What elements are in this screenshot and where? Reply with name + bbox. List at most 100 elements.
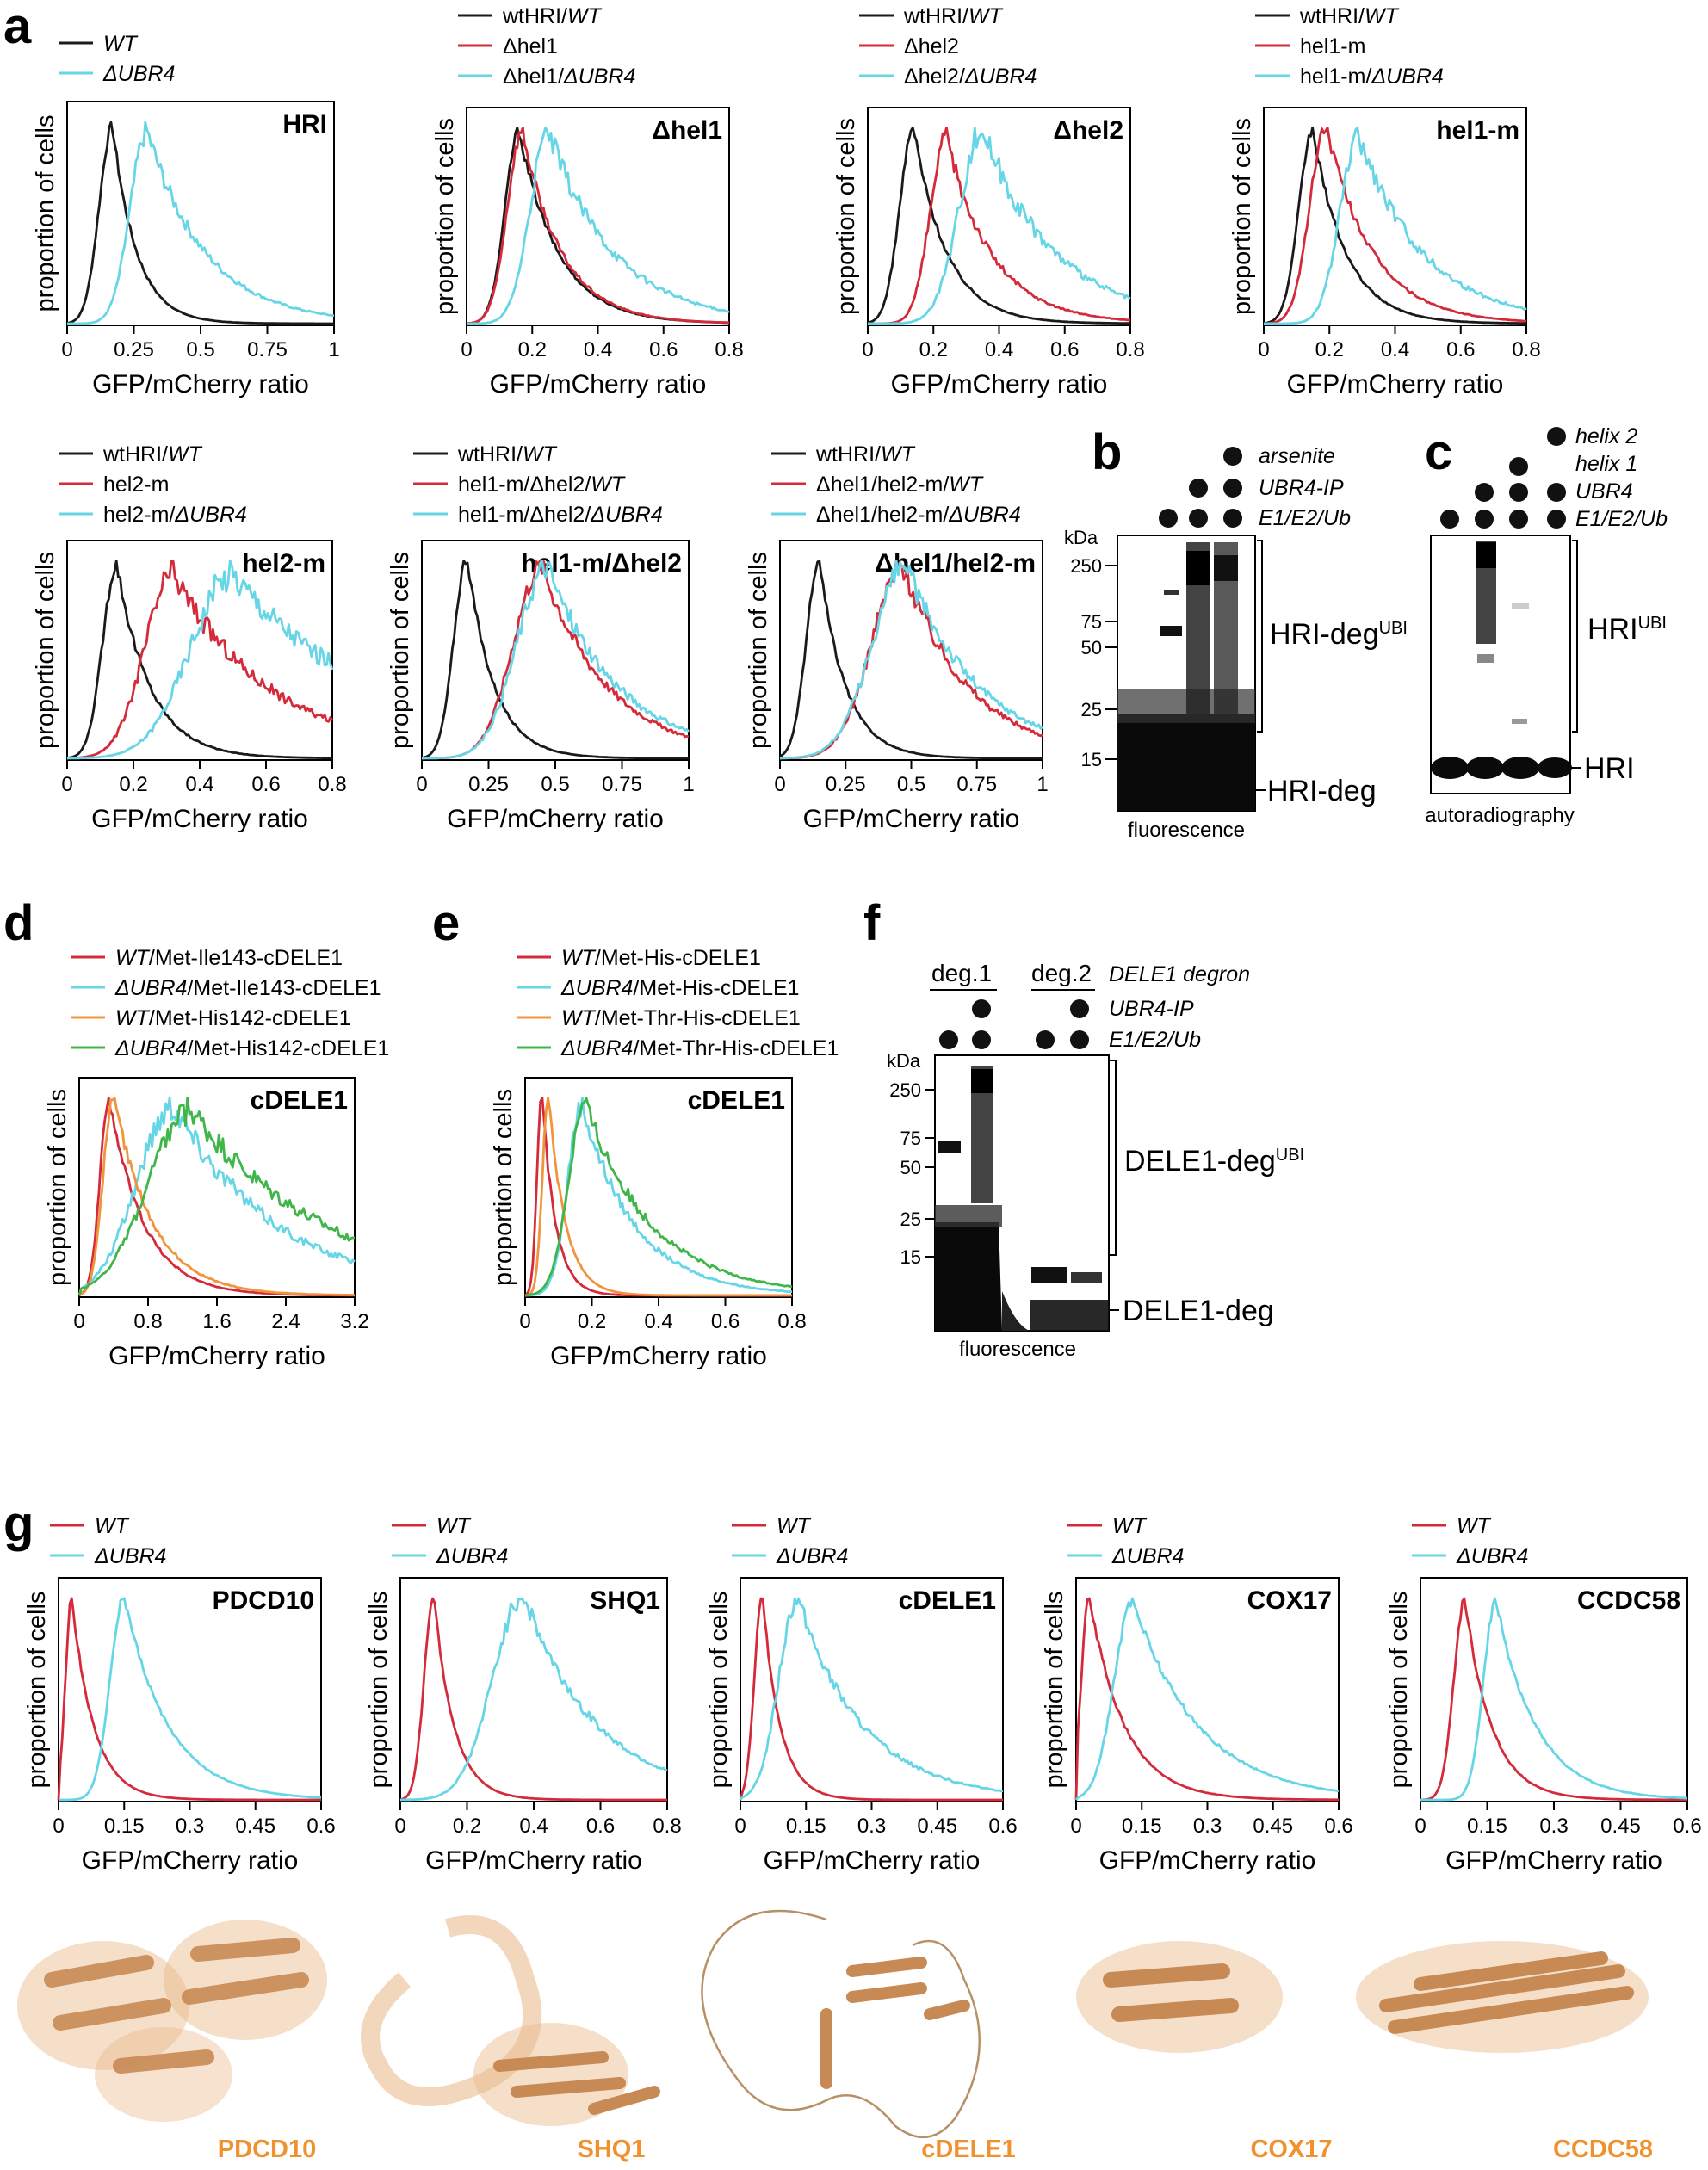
x-tick-label: 0.45 [1253,1815,1293,1838]
structure-label: PDCD10 [218,2136,316,2163]
y-axis-label: proportion of cells [705,1592,733,1789]
histogram-d: 0 0.8 1.6 2.4 3.2 GFP/mCherry ratio proportion… [44,946,389,1370]
y-axis-label: proportion of cells [365,1592,393,1789]
structure-labels: PDCD10 SHQ1 cDELE1 COX17 CCDC58 [218,2136,1653,2163]
kda-label: kDa [887,1050,921,1072]
marker-labels-f: 250 75 50 25 15 [889,1079,921,1268]
series-line-1 [422,560,690,760]
gel-bands-b [1117,542,1255,811]
x-tick-label: 0.15 [1467,1815,1507,1838]
marker-ticks-b [1105,565,1117,760]
y-axis-label: proportion of cells [431,118,459,315]
y-axis-label: proportion of cells [387,552,414,749]
legend-entry: Δhel1/hel2-m/WT [816,473,984,497]
x-tick-label: 0.25 [826,773,866,796]
histogram-a7: 0 0.25 0.5 0.75 1 GFP/mCherry ratio proportion… [745,442,1049,833]
marker-label: 25 [1081,699,1102,720]
histogram-a3: 0 0.2 0.4 0.6 0.8 GFP/mCherry ratio proportion… [832,4,1145,399]
legend-entry: ΔUBR4/Met-Thr-His-cDELE1 [560,1036,839,1060]
legend-entry: WT [436,1514,472,1538]
bracket-f [1109,1060,1117,1256]
legend-entry: hel2-m [103,473,169,497]
series-line-0 [867,126,1130,325]
y-axis-label: proportion of cells [832,118,860,315]
legend-entry: ΔUBR4 [94,1544,166,1568]
marker-label: 25 [900,1209,921,1230]
x-tick-label: 0.45 [1600,1815,1641,1838]
x-tick-label: 1 [1037,773,1048,796]
x-tick-label: 0.4 [185,773,214,796]
x-tick-label: 0.6 [1050,338,1079,362]
histogram-g4: 0 0.15 0.3 0.45 0.6 GFP/mCherry ratio proporti… [1041,1514,1353,1875]
gel-blot-c [1430,535,1571,794]
series-line-3 [77,1097,355,1296]
condition-label: arsenite [1259,444,1335,468]
plot-title: hel1-m [1436,116,1519,145]
x-tick-label: 0.2 [518,338,547,362]
condition-label: UBR4-IP [1259,476,1344,500]
x-tick-label: 0.5 [897,773,925,796]
marker-label: 250 [889,1079,921,1101]
legend-entry: wtHRI/WT [1299,4,1400,28]
x-tick-label: 0.25 [114,338,154,362]
series-line-1 [66,560,334,760]
protein-structures: PDCD10 SHQ1 cDELE1 COX17 CCDC58 [17,1909,1653,2163]
caption-b: fluorescence [1128,819,1245,842]
series-line-1 [77,1097,356,1296]
legend-entry: ΔUBR4 [1456,1544,1528,1568]
series-line-0 [1074,1597,1339,1802]
gel-bands-f [935,1066,1109,1331]
legend-entry: Δhel2/ΔUBR4 [904,65,1037,89]
legend-entry: wtHRI/WT [457,442,558,467]
y-axis-label: proportion of cells [490,1089,517,1286]
histogram-g2: 0 0.2 0.4 0.6 0.8 GFP/mCherry ratio proportion… [365,1514,682,1875]
x-axis-label: GFP/mCherry ratio [490,370,707,399]
x-tick-label: 0.5 [186,338,214,362]
x-tick-label: 0.15 [786,1815,826,1838]
x-tick-label: 0.4 [644,1310,672,1333]
condition-label: helix 1 [1575,452,1637,476]
x-tick-label: 0.8 [1512,338,1540,362]
x-tick-label: 0.6 [711,1310,740,1333]
series-line-1 [1420,1597,1687,1802]
gel-panel-f: deg.1 deg.2 DELE1 degron UBR4-IP E1/E2/U… [887,960,1304,1361]
x-tick-label: 1.6 [202,1310,231,1333]
plot-title: SHQ1 [590,1586,660,1615]
condition-label: E1/E2/Ub [1109,1028,1201,1052]
legend-entry: WT [1457,1514,1492,1538]
x-tick-label: 0.6 [1673,1815,1701,1838]
series-line-1 [868,126,1131,325]
condition-label: UBR4-IP [1109,997,1194,1021]
histogram-e: 0 0.2 0.4 0.6 0.8 GFP/mCherry ratio proportion… [490,946,839,1370]
plot-title: cDELE1 [688,1086,785,1115]
series-line-1 [739,1597,1004,1801]
legend-entry: Δhel1/ΔUBR4 [503,65,635,89]
legend-entry: ΔUBR4/Met-His142-cDELE1 [114,1036,389,1060]
bracket-b [1257,540,1263,733]
x-tick-label: 0.2 [1315,338,1344,362]
x-tick-label: 0 [734,1815,746,1838]
x-tick-label: 2.4 [271,1310,300,1333]
structure-ccdc58 [1356,1941,1649,2053]
x-tick-label: 0.6 [251,773,280,796]
x-tick-label: 0.15 [104,1815,145,1838]
y-axis-label: proportion of cells [32,115,59,312]
panel-letter-e: e [432,895,460,951]
x-tick-label: 1 [683,773,694,796]
series-line-0 [739,1597,1003,1802]
panel-letter-b: b [1092,424,1122,480]
x-tick-label: 3.2 [340,1310,368,1333]
x-tick-label: 0 [73,1310,84,1333]
x-tick-label: 0.3 [1539,1815,1568,1838]
group-label: deg.1 [931,960,992,986]
y-axis-label: proportion of cells [44,1089,71,1286]
x-tick-label: 0.3 [857,1815,886,1838]
legend-entry: wtHRI/WT [102,442,203,467]
legend-entry: WT/Met-Thr-His-cDELE1 [561,1006,801,1030]
x-tick-label: 0.8 [318,773,346,796]
plot-title: CCDC58 [1577,1586,1680,1615]
group-label: deg.2 [1031,960,1092,986]
histogram-a5: 0 0.2 0.4 0.6 0.8 GFP/mCherry ratio proportion… [32,442,347,833]
plot-title: COX17 [1247,1586,1332,1615]
